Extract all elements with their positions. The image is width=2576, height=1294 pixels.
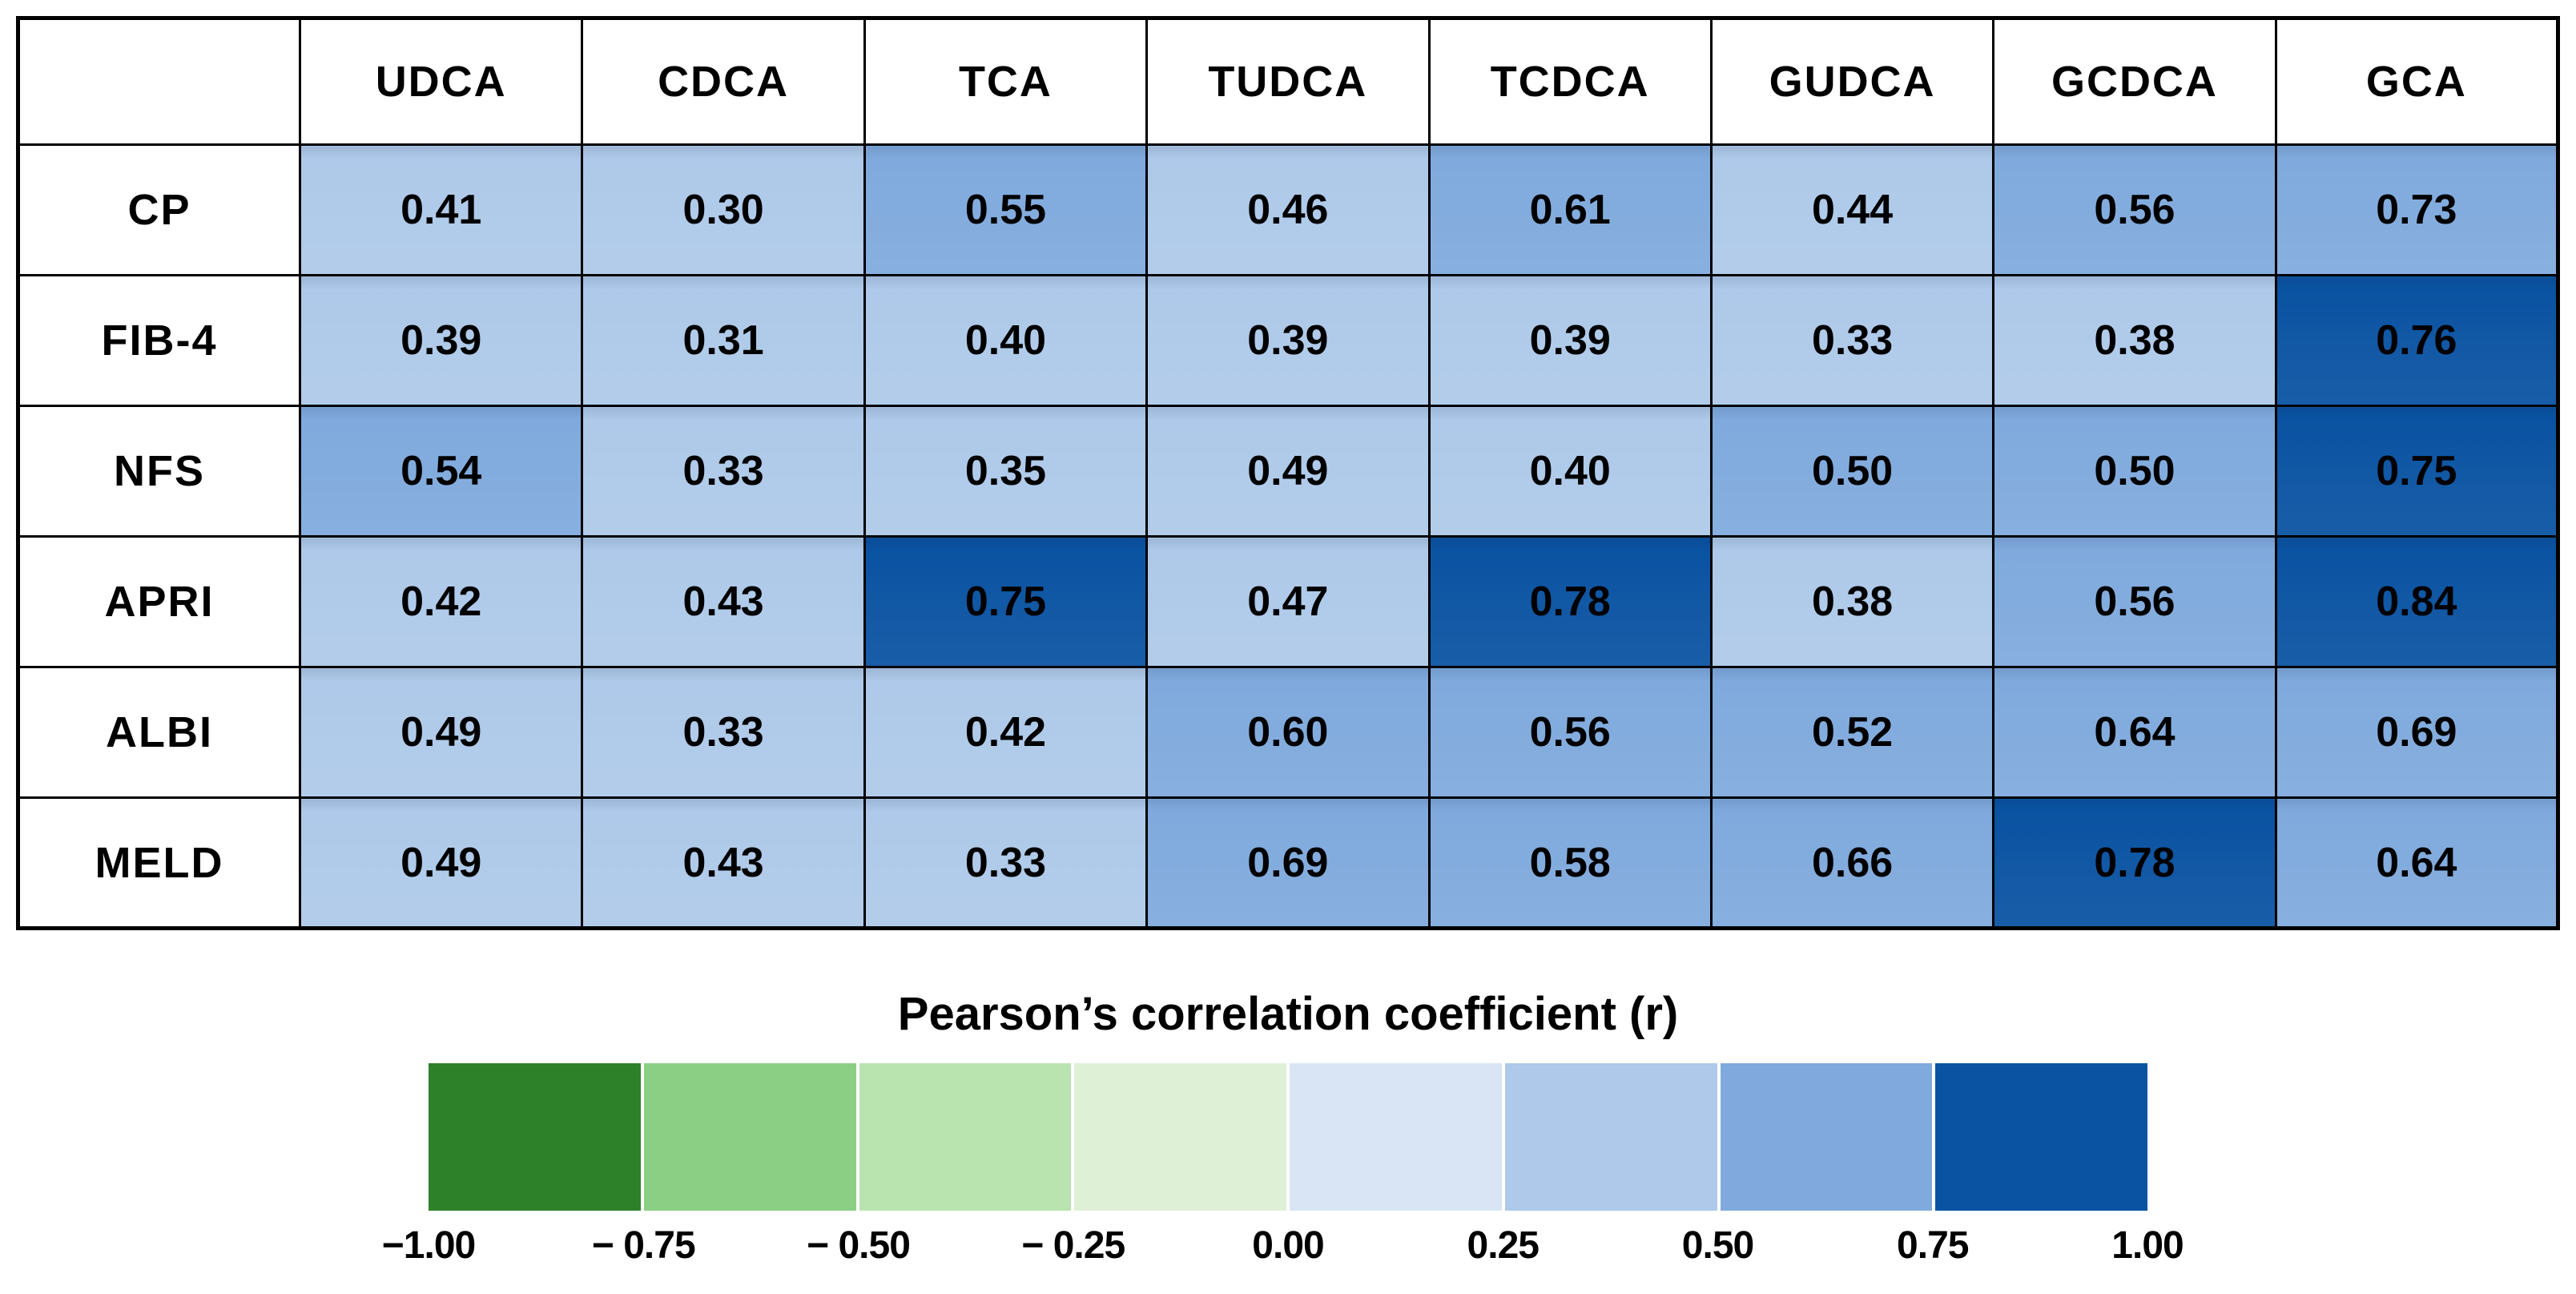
heatmap-cell: 0.43 [581, 535, 866, 668]
heatmap-cell: 0.39 [1427, 274, 1713, 407]
heatmap-cell: 0.49 [298, 666, 584, 799]
heatmap-cell: 0.33 [581, 405, 866, 538]
colorbar-tick-label: − 0.75 [591, 1224, 696, 1267]
heatmap-cell: 0.38 [1709, 535, 1995, 668]
heatmap-cell: 0.75 [2274, 405, 2560, 538]
colorbar-tick-label: − 0.50 [807, 1224, 911, 1267]
colorbar-segment [1935, 1063, 2147, 1211]
colorbar-segment [1290, 1063, 1502, 1211]
heatmap-cell: 0.69 [2274, 666, 2560, 799]
heatmap-cell: 0.33 [581, 666, 866, 799]
heatmap-cell: 0.47 [1145, 535, 1431, 668]
row-label: NFS [17, 405, 301, 538]
correlation-heatmap-table: UDCA CDCA TCA TUDCA TCDCA GUDCA GCDCA GCA CP 0.4… [16, 16, 2560, 930]
heatmap-cell: 0.50 [1992, 405, 2277, 538]
colorbar-tick-label: 0.75 [1897, 1224, 1969, 1267]
table-row: FIB-4 0.39 0.31 0.40 0.39 0.39 0.33 0.38 0.76 [17, 274, 2560, 407]
heatmap-cell: 0.39 [298, 274, 584, 407]
heatmap-cell: 0.76 [2274, 274, 2560, 407]
heatmap-cell: 0.43 [581, 796, 866, 929]
heatmap-cell: 0.75 [863, 535, 1149, 668]
table-row: NFS 0.54 0.33 0.35 0.49 0.40 0.50 0.50 0.75 [17, 405, 2560, 538]
row-label: FIB-4 [17, 274, 301, 407]
heatmap-cell: 0.39 [1145, 274, 1431, 407]
column-header: GUDCA [1709, 17, 1995, 146]
heatmap-cell: 0.66 [1709, 796, 1995, 929]
row-label: CP [17, 143, 301, 276]
heatmap-cell: 0.50 [1709, 405, 1995, 538]
heatmap-cell: 0.64 [2274, 796, 2560, 929]
row-label: APRI [17, 535, 301, 668]
heatmap-cell: 0.35 [863, 405, 1149, 538]
heatmap-cell: 0.40 [1427, 405, 1713, 538]
colorbar-legend: Pearson’s correlation coefficient (r) −1… [382, 987, 2184, 1281]
column-header: GCA [2274, 17, 2560, 146]
heatmap-cell: 0.56 [1427, 666, 1713, 799]
colorbar-tick-label: 0.25 [1467, 1224, 1540, 1267]
colorbar-segment [859, 1063, 1072, 1211]
colorbar-segment [429, 1063, 641, 1211]
heatmap-cell: 0.58 [1427, 796, 1713, 929]
heatmap-cell: 0.84 [2274, 535, 2560, 668]
table-header: UDCA CDCA TCA TUDCA TCDCA GUDCA GCDCA GCA [17, 17, 2560, 146]
row-label: ALBI [17, 666, 301, 799]
column-header: TCA [863, 17, 1149, 146]
heatmap-cell: 0.60 [1145, 666, 1431, 799]
colorbar-tick-label: −1.00 [381, 1224, 476, 1267]
colorbar [429, 1063, 2147, 1211]
table-row: APRI 0.42 0.43 0.75 0.47 0.78 0.38 0.56 0.84 [17, 535, 2560, 668]
colorbar-title: Pearson’s correlation coefficient (r) [897, 988, 1679, 1040]
heatmap-cell: 0.69 [1145, 796, 1431, 929]
heatmap-cell: 0.41 [298, 143, 584, 276]
table-body: CP 0.41 0.30 0.55 0.46 0.61 0.44 0.56 0.73 FIB-4 0… [17, 143, 2560, 929]
colorbar-tick-label: − 0.25 [1021, 1224, 1125, 1267]
colorbar-tick-label: 0.50 [1681, 1224, 1754, 1267]
heatmap-cell: 0.38 [1992, 274, 2277, 407]
column-header: CDCA [581, 17, 866, 146]
heatmap-cell: 0.64 [1992, 666, 2277, 799]
heatmap-cell: 0.33 [863, 796, 1149, 929]
header-row: UDCA CDCA TCA TUDCA TCDCA GUDCA GCDCA GCA [17, 17, 2560, 146]
column-header: UDCA [298, 17, 584, 146]
column-header: GCDCA [1992, 17, 2277, 146]
heatmap-cell: 0.56 [1992, 143, 2277, 276]
heatmap-cell: 0.61 [1427, 143, 1713, 276]
heatmap-cell: 0.73 [2274, 143, 2560, 276]
table-row: CP 0.41 0.30 0.55 0.46 0.61 0.44 0.56 0.73 [17, 143, 2560, 276]
colorbar-segment [1504, 1063, 1717, 1211]
row-label: MELD [17, 796, 301, 929]
column-header: TUDCA [1145, 17, 1431, 146]
heatmap-cell: 0.46 [1145, 143, 1431, 276]
column-header: TCDCA [1427, 17, 1713, 146]
heatmap-cell: 0.42 [863, 666, 1149, 799]
heatmap-cell: 0.78 [1992, 796, 2277, 929]
heatmap-cell: 0.49 [298, 796, 584, 929]
colorbar-segment [1720, 1063, 1933, 1211]
heatmap-cell: 0.42 [298, 535, 584, 668]
table-row: ALBI 0.49 0.33 0.42 0.60 0.56 0.52 0.64 0.69 [17, 666, 2560, 799]
heatmap-cell: 0.44 [1709, 143, 1995, 276]
heatmap-cell: 0.49 [1145, 405, 1431, 538]
heatmap-cell: 0.78 [1427, 535, 1713, 668]
colorbar-ticks: −1.00 − 0.75 − 0.50 − 0.25 0.00 0.25 0.50 0.75 1… [382, 1223, 2184, 1281]
colorbar-tick-label: 0.00 [1252, 1224, 1324, 1267]
heatmap-cell: 0.56 [1992, 535, 2277, 668]
table-row: MELD 0.49 0.43 0.33 0.69 0.58 0.66 0.78 0.64 [17, 796, 2560, 929]
heatmap-cell: 0.31 [581, 274, 866, 407]
colorbar-tick-label: 1.00 [2111, 1224, 2184, 1267]
heatmap-cell: 0.40 [863, 274, 1149, 407]
heatmap-cell: 0.52 [1709, 666, 1995, 799]
heatmap-cell: 0.55 [863, 143, 1149, 276]
heatmap-cell: 0.30 [581, 143, 866, 276]
colorbar-segment [643, 1063, 856, 1211]
corner-cell [17, 17, 301, 146]
colorbar-segment [1074, 1063, 1286, 1211]
heatmap-cell: 0.33 [1709, 274, 1995, 407]
heatmap-cell: 0.54 [298, 405, 584, 538]
